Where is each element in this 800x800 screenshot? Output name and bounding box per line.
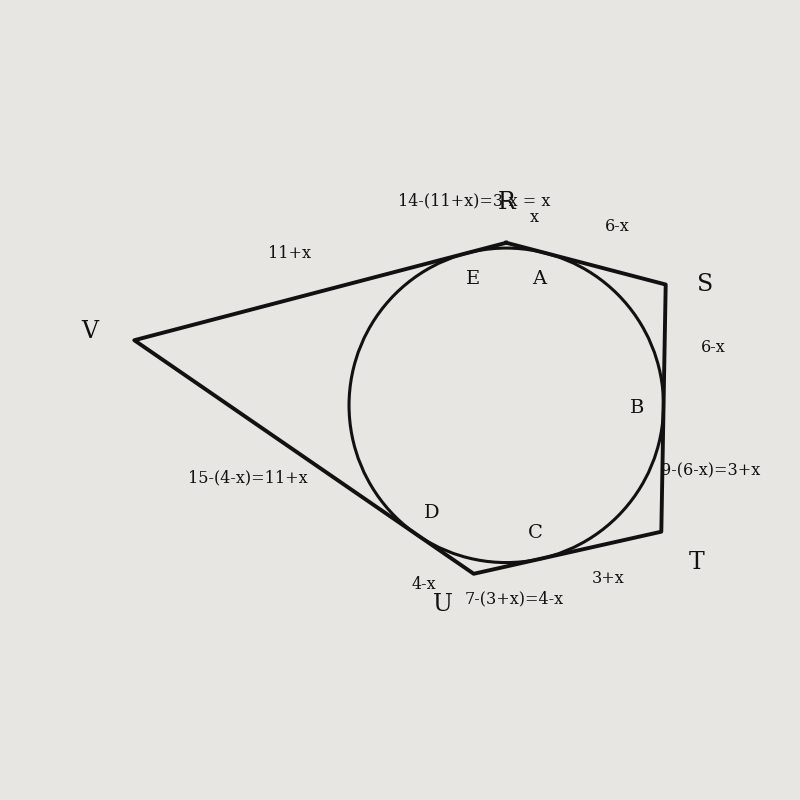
Text: 14-(11+x)=3-x = x: 14-(11+x)=3-x = x bbox=[398, 192, 550, 210]
Text: 11+x: 11+x bbox=[268, 246, 310, 262]
Text: U: U bbox=[433, 594, 453, 616]
Text: x: x bbox=[530, 210, 538, 226]
Text: T: T bbox=[689, 551, 705, 574]
Text: 7-(3+x)=4-x: 7-(3+x)=4-x bbox=[465, 590, 564, 608]
Text: C: C bbox=[527, 524, 542, 542]
Text: S: S bbox=[698, 273, 714, 296]
Text: 9-(6-x)=3+x: 9-(6-x)=3+x bbox=[662, 462, 761, 479]
Text: R: R bbox=[498, 191, 515, 214]
Text: 15-(4-x)=11+x: 15-(4-x)=11+x bbox=[188, 469, 308, 486]
Text: 3+x: 3+x bbox=[592, 570, 625, 586]
Text: 4-x: 4-x bbox=[412, 577, 437, 594]
Text: D: D bbox=[424, 504, 440, 522]
Text: 6-x: 6-x bbox=[701, 338, 726, 356]
Text: B: B bbox=[630, 398, 644, 417]
Text: 6-x: 6-x bbox=[605, 218, 630, 234]
Text: A: A bbox=[532, 270, 546, 288]
Text: V: V bbox=[82, 320, 98, 343]
Text: E: E bbox=[466, 270, 480, 288]
